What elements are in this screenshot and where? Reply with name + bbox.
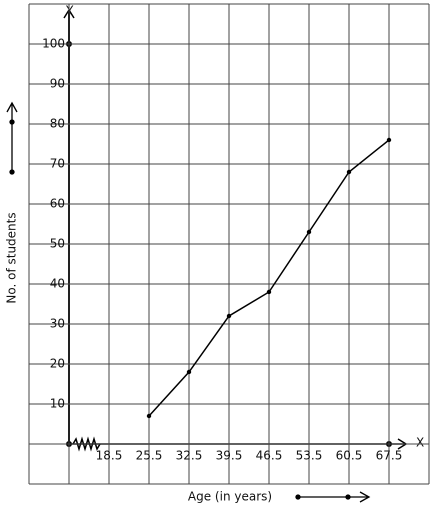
data-point [146,413,152,419]
x-tick-label: 53.5 [296,449,323,463]
x-tick-label: 39.5 [216,449,243,463]
y-tick-label: 60 [50,197,65,211]
data-point [226,313,232,319]
x-tick-label: 46.5 [256,449,283,463]
data-point [386,137,392,143]
y-tick-label: 20 [50,357,65,371]
axes [63,8,408,452]
x-axis-label: Age (in years) [188,490,272,504]
y-tick-label: 10 [50,397,65,411]
x-tick-label: 60.5 [336,449,363,463]
data-point [346,169,352,175]
x-tick-label: 32.5 [176,449,203,463]
x-tick-label: 18.5 [96,449,123,463]
y-tick-label: 30 [50,317,65,331]
data-point [266,289,272,295]
y-tick-label: 70 [50,157,65,171]
data-point [306,229,312,235]
y-axis-label: No. of students [5,212,19,303]
y-tick-label: 80 [50,117,65,131]
decor-arrows [6,101,371,503]
x-tick-label: 67.5 [376,449,403,463]
y-tick-label: 90 [50,77,65,91]
y-tick-label: 40 [50,277,65,291]
data-point [186,369,192,375]
y-tick-label: 100 [42,37,65,51]
x-tick-label: 25.5 [136,449,163,463]
x-axis-letter: X [416,436,424,450]
y-tick-label: 50 [50,237,65,251]
